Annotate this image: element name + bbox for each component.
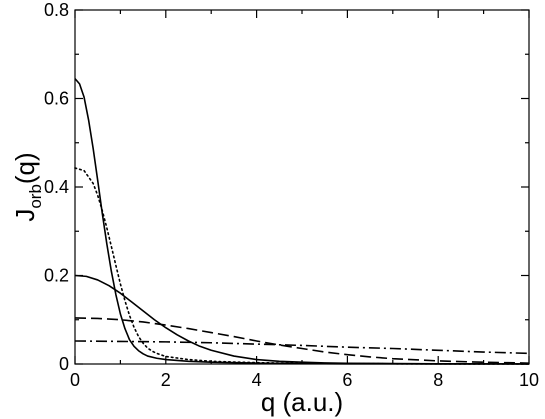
series-line-1-solid: [74, 78, 530, 365]
y-tick-label: 0.2: [44, 266, 69, 286]
series-line-4-dashed: [74, 317, 530, 364]
axis-tick-labels: 0 2 4 6 8 10 0 0.2 0.4 0.6 0.8: [44, 0, 539, 390]
y-tick-label: 0.8: [44, 0, 69, 20]
y-axis-title-sub: orb: [26, 184, 45, 209]
series-line-5-dashdot: [74, 340, 530, 355]
x-tick-label: 8: [433, 370, 443, 390]
x-axis-title: q (a.u.): [261, 387, 343, 417]
x-tick-label: 4: [252, 370, 262, 390]
x-tick-label: 0: [70, 370, 80, 390]
series-curves: [74, 78, 530, 365]
y-tick-label: 0.6: [44, 89, 69, 109]
y-tick-label: 0: [59, 354, 69, 374]
x-tick-label: 2: [161, 370, 171, 390]
series-line-3-solid: [74, 274, 530, 365]
x-tick-label: 6: [342, 370, 352, 390]
y-axis-title-main: J: [10, 209, 40, 222]
y-axis-title-rest: (q): [10, 152, 40, 184]
series-line-2-dotted: [74, 167, 530, 365]
x-tick-label: 10: [519, 370, 539, 390]
y-axis-title: Jorb(q): [10, 152, 45, 221]
y-tick-label: 0.4: [44, 177, 69, 197]
